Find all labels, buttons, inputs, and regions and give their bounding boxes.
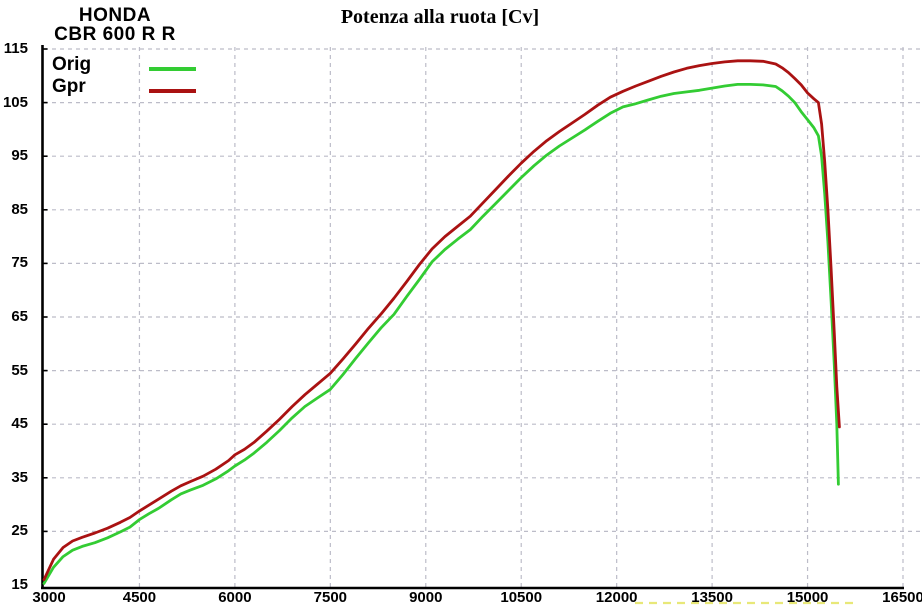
x-tick-label: 4500 [122,589,157,605]
x-tick-label: 16500 [882,589,922,605]
x-tick-label: 13500 [691,589,733,605]
series-curve-orig [42,83,840,585]
x-tick-label: 10500 [500,589,543,605]
legend-label-gpr: Gpr [52,76,86,97]
y-tick-label: 105 [2,93,28,111]
brand-block: HONDA CBR 600 R R [20,6,210,44]
chart-title: Potenza alla ruota [Cv] [340,6,540,28]
brand-line-1: HONDA [78,5,152,26]
y-tick-label: 95 [11,147,28,165]
series-curve-gpr [42,59,841,581]
y-tick-label: 55 [11,361,28,379]
brand-line-2: CBR 600 R R [54,24,176,45]
y-tick-label: 115 [3,40,28,57]
x-tick-label: 3000 [32,589,66,605]
legend-swatch-orig [149,67,196,71]
y-tick-label: 65 [11,308,28,325]
x-tick-label: 7500 [313,589,348,605]
y-tick-label: 85 [11,200,28,218]
y-tick-label: 75 [11,254,28,272]
y-tick-label: 15 [11,576,28,593]
x-tick-label: 12000 [595,589,638,605]
y-tick-label: 45 [11,415,28,433]
y-tick-label: 25 [11,522,28,540]
x-tick-label: 15000 [786,589,829,605]
legend-label-orig: Orig [52,54,92,75]
legend-swatch-gpr [149,89,196,93]
x-tick-label: 6000 [218,589,252,605]
x-tick-label: 9000 [409,589,443,605]
y-tick-label: 35 [11,468,28,486]
